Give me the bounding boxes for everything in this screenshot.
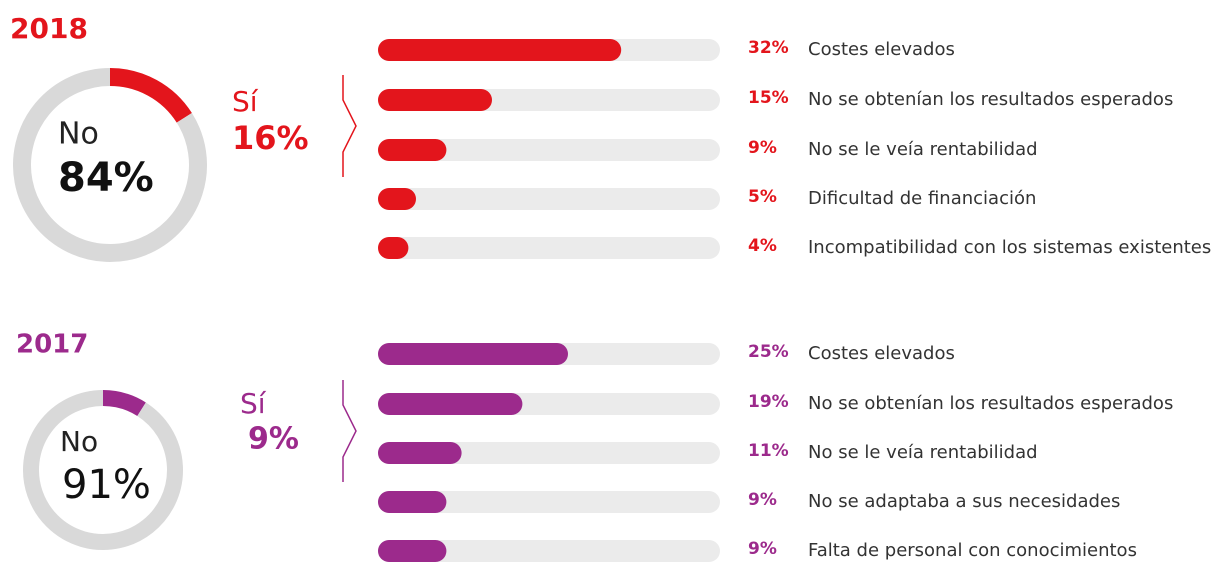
bar-value: 11% bbox=[748, 441, 789, 461]
bar bbox=[378, 442, 462, 464]
bar-category: No se obtenían los resultados esperados bbox=[808, 393, 1173, 414]
bar bbox=[378, 343, 568, 365]
bar-category: Costes elevados bbox=[808, 343, 955, 364]
bar bbox=[378, 237, 409, 259]
bar-value: 4% bbox=[748, 236, 777, 256]
segment-label: Sí bbox=[232, 85, 259, 118]
bar-value: 9% bbox=[748, 539, 777, 559]
donut-segment bbox=[102, 390, 146, 417]
bar-track bbox=[378, 237, 720, 259]
bar-track bbox=[378, 442, 720, 464]
bar-value: 9% bbox=[748, 138, 777, 158]
bar-category: No se le veía rentabilidad bbox=[808, 139, 1038, 160]
bar bbox=[378, 39, 622, 61]
bar-value: 25% bbox=[748, 342, 789, 362]
bar-value: 9% bbox=[748, 490, 777, 510]
bar-category: No se le veía rentabilidad bbox=[808, 442, 1038, 463]
donut-segment bbox=[13, 68, 207, 262]
bar bbox=[378, 540, 447, 562]
bar-category: Costes elevados bbox=[808, 39, 955, 60]
segment-value: 91% bbox=[62, 462, 151, 508]
bracket bbox=[342, 380, 357, 482]
bar-track bbox=[378, 540, 720, 562]
segment-value: 16% bbox=[232, 119, 309, 157]
segment-value: 84% bbox=[58, 155, 154, 201]
segment-label: Sí bbox=[240, 387, 267, 420]
segment-label: No bbox=[58, 117, 99, 152]
bar bbox=[378, 139, 447, 161]
bracket bbox=[342, 75, 357, 177]
bar-value: 19% bbox=[748, 392, 789, 412]
bar-category: Incompatibilidad con los sistemas existe… bbox=[808, 237, 1211, 258]
bar bbox=[378, 393, 523, 415]
donut-segment bbox=[109, 68, 192, 123]
chart-title: 2018 bbox=[10, 12, 88, 45]
segment-label: No bbox=[60, 425, 98, 458]
bar-track bbox=[378, 139, 720, 161]
bar bbox=[378, 491, 447, 513]
bar-track bbox=[378, 188, 720, 210]
bar-category: Falta de personal con conocimientos bbox=[808, 540, 1137, 561]
bar bbox=[378, 89, 492, 111]
bar-track bbox=[378, 491, 720, 513]
bar-value: 15% bbox=[748, 88, 789, 108]
segment-value: 9% bbox=[248, 422, 299, 457]
bar-value: 5% bbox=[748, 187, 777, 207]
bar-category: No se obtenían los resultados esperados bbox=[808, 89, 1173, 110]
chart-title: 2017 bbox=[16, 330, 88, 360]
bar-category: No se adaptaba a sus necesidades bbox=[808, 491, 1120, 512]
donut-segment bbox=[23, 390, 183, 550]
bar-category: Dificultad de financiación bbox=[808, 188, 1036, 209]
bar bbox=[378, 188, 416, 210]
bar-value: 32% bbox=[748, 38, 789, 58]
